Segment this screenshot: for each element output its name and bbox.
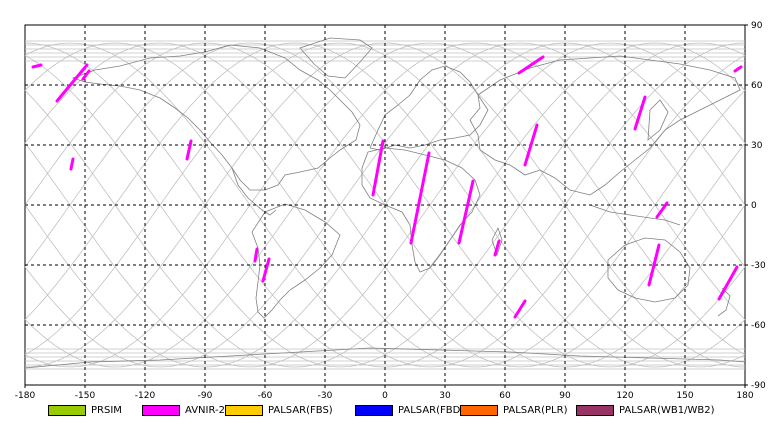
observation-strip [517, 55, 545, 75]
x-tick-label: -150 [75, 391, 96, 400]
legend-label: PALSAR(PLR) [503, 404, 568, 416]
legend: PRSIM AVNIR-2 PALSAR(FBS) PALSAR(FBD) PA… [0, 400, 770, 420]
observation-strip [69, 157, 75, 171]
x-tick-label: -30 [318, 391, 333, 400]
observation-strip [81, 69, 91, 81]
legend-swatch [355, 404, 393, 416]
x-tick-label: 180 [736, 391, 753, 400]
coastline-antarctica [24, 347, 746, 369]
coastline-africa [361, 147, 481, 273]
legend-item: AVNIR-2 [142, 403, 225, 417]
observation-strip [655, 201, 669, 219]
legend-item: PALSAR(FBS) [225, 403, 333, 417]
legend-swatch [142, 404, 180, 416]
x-tick-label: -180 [15, 391, 36, 400]
observation-strip [31, 63, 43, 69]
coastlines [24, 37, 746, 369]
observation-strip [733, 65, 743, 73]
observation-strip [633, 95, 647, 131]
legend-label: AVNIR-2 [185, 404, 225, 416]
legend-label: PALSAR(WB1/WB2) [619, 404, 715, 416]
coastline-central-america [231, 167, 277, 216]
legend-swatch [460, 404, 498, 416]
axis-ticks: -180 -150 -120 -90 -60 -30 0 30 60 90 120 150 180 90 6… [15, 21, 766, 400]
world-map: -180 -150 -120 -90 -60 -30 0 30 60 90 120 150 180 90 6… [15, 21, 766, 400]
x-tick-label: 30 [439, 391, 451, 400]
y-tick-label: 30 [751, 141, 763, 151]
y-tick-label: 90 [751, 21, 763, 31]
legend-swatch [576, 404, 614, 416]
orbit-track [24, 42, 746, 368]
x-tick-label: -60 [258, 391, 273, 400]
coastline-indonesia [589, 204, 681, 226]
x-tick-label: 0 [382, 391, 388, 400]
legend-item: PALSAR(FBD) [355, 403, 464, 417]
x-tick-label: 60 [499, 391, 511, 400]
y-tick-label: -60 [751, 321, 766, 331]
legend-label: PRSIM [91, 404, 122, 416]
coastline-australia [607, 237, 691, 303]
coastline-greenland [299, 37, 373, 79]
y-tick-label: -90 [751, 381, 766, 391]
observation-strip [253, 247, 259, 263]
coastline-north-america [71, 44, 361, 191]
observation-strip [409, 151, 431, 245]
coastline-japan [647, 99, 669, 141]
observation-strip [513, 299, 527, 319]
legend-swatch [48, 404, 86, 416]
observation-strip [523, 123, 539, 167]
observation-strip [55, 63, 89, 103]
observation-strip [493, 239, 501, 257]
observation-strip [371, 139, 385, 197]
x-tick-label: 150 [676, 391, 693, 400]
observation-strip [717, 265, 739, 301]
x-tick-label: -90 [198, 391, 213, 400]
legend-label: PALSAR(FBD) [398, 404, 465, 416]
x-tick-label: 120 [616, 391, 633, 400]
graticule [25, 25, 745, 385]
observation-strip [261, 257, 271, 283]
coastline-asia [469, 55, 741, 196]
observation-strip [185, 139, 193, 161]
y-tick-label: 0 [751, 201, 757, 211]
legend-item: PALSAR(PLR) [460, 403, 567, 417]
y-tick-label: -30 [751, 261, 766, 271]
y-tick-label: 60 [751, 81, 763, 91]
observation-strip [457, 179, 475, 245]
legend-label: PALSAR(FBS) [268, 404, 333, 416]
observation-strip [647, 243, 661, 287]
legend-swatch [225, 404, 263, 416]
observations [31, 55, 743, 319]
x-tick-label: -120 [135, 391, 156, 400]
legend-item: PALSAR(WB1/WB2) [576, 403, 715, 417]
legend-item: PRSIM [48, 403, 122, 417]
coastline-new-zealand [717, 287, 731, 317]
x-tick-label: 90 [559, 391, 571, 400]
